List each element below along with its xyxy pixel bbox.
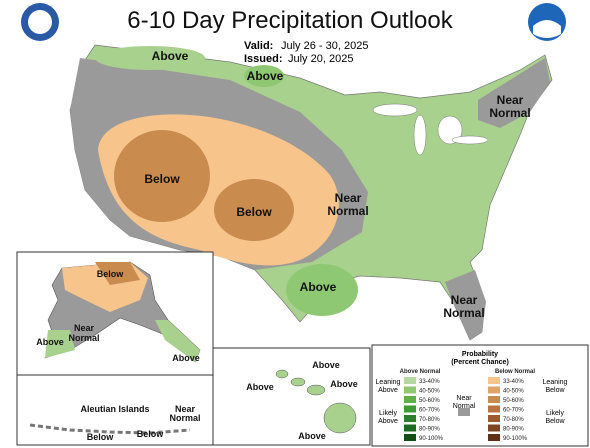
legend-bin: 33-40% bbox=[503, 379, 524, 385]
doc-logo-inner bbox=[28, 10, 52, 34]
region-label: Below bbox=[97, 269, 125, 279]
region-label: Below bbox=[236, 205, 272, 219]
region-label: Near bbox=[451, 293, 478, 307]
below-likely-west bbox=[114, 130, 210, 222]
lake bbox=[437, 115, 463, 145]
legend-bin: 60-70% bbox=[503, 408, 524, 414]
above-northwest bbox=[95, 46, 205, 70]
legend-bin: 70-80% bbox=[503, 417, 524, 423]
region-label: Normal bbox=[68, 333, 99, 343]
legend-bin: 70-80% bbox=[419, 417, 440, 423]
region-label: Normal bbox=[169, 413, 200, 423]
region-label: Above bbox=[298, 431, 326, 441]
legend-swatch bbox=[488, 396, 500, 403]
legend-bin: 80-90% bbox=[503, 427, 524, 433]
region-label: Below bbox=[137, 429, 165, 439]
region-label: Above bbox=[312, 360, 340, 370]
valid-label: Valid: bbox=[244, 40, 273, 52]
lake bbox=[451, 135, 489, 145]
valid-dates: July 26 - 30, 2025 bbox=[281, 40, 368, 52]
region-label: Near bbox=[497, 93, 524, 107]
legend-swatch bbox=[404, 396, 416, 403]
legend-bin: 40-50% bbox=[419, 389, 440, 395]
legend-swatch bbox=[488, 377, 500, 384]
alaska-above-sw bbox=[45, 330, 75, 358]
region-label: Normal bbox=[327, 204, 368, 218]
legend-side: Leaning bbox=[376, 379, 401, 386]
legend-swatch bbox=[488, 405, 500, 413]
legend-title: Probability bbox=[462, 351, 498, 358]
legend: Probability(Percent Chance) Above Normal B… bbox=[371, 344, 589, 447]
legend-swatch bbox=[404, 434, 416, 441]
region-label: Below bbox=[87, 432, 115, 442]
island bbox=[290, 377, 306, 387]
alaska-above-se bbox=[155, 320, 200, 362]
legend-swatch bbox=[404, 415, 416, 422]
legend-bin: 80-90% bbox=[419, 427, 440, 433]
legend-bin: 33-40% bbox=[419, 379, 440, 385]
issued-label: Issued: bbox=[244, 53, 283, 65]
legend-swatch bbox=[488, 434, 500, 441]
region-label: Below bbox=[144, 172, 180, 186]
aleutian-title: Aleutian Islands bbox=[80, 404, 149, 414]
legend-head: Above Normal bbox=[400, 369, 441, 375]
legend-side: Leaning bbox=[543, 379, 568, 386]
region-label: Above bbox=[152, 49, 189, 63]
island bbox=[323, 402, 357, 434]
region-label: Above bbox=[36, 337, 64, 347]
region-label: Above bbox=[247, 69, 284, 83]
region-label: Near bbox=[335, 191, 362, 205]
legend-bin: 50-60% bbox=[419, 398, 440, 404]
region-label: Above bbox=[246, 382, 274, 392]
noaa-logo-wave bbox=[533, 20, 561, 38]
legend-swatch bbox=[458, 408, 470, 416]
legend-swatch bbox=[404, 405, 416, 413]
legend-head: Below Normal bbox=[495, 369, 535, 375]
legend-swatch bbox=[404, 386, 416, 394]
region-label: Normal bbox=[489, 106, 530, 120]
lake bbox=[372, 103, 418, 117]
legend-bin: 90-100% bbox=[503, 436, 528, 442]
legend-side: Above bbox=[378, 418, 398, 425]
legend-swatch bbox=[488, 415, 500, 422]
aleutian-box bbox=[16, 374, 214, 446]
below-likely-central bbox=[214, 179, 294, 241]
region-label: Above bbox=[172, 353, 200, 363]
legend-swatch bbox=[404, 377, 416, 384]
legend-bin: 90-100% bbox=[419, 436, 444, 442]
island bbox=[275, 369, 289, 379]
legend-subtitle: (Percent Chance) bbox=[451, 359, 509, 366]
conus bbox=[69, 44, 553, 341]
legend-side: Near bbox=[456, 395, 472, 402]
region-label: Above bbox=[330, 379, 358, 389]
legend-side: Above bbox=[378, 387, 398, 394]
aleutian-islands bbox=[29, 423, 191, 435]
title: 6-10 Day Precipitation Outlook bbox=[127, 7, 454, 34]
legend-side: Likely bbox=[379, 410, 397, 417]
legend-swatch bbox=[488, 386, 500, 394]
near-normal-florida bbox=[445, 270, 486, 340]
region-label: Above bbox=[300, 280, 337, 294]
legend-bin: 50-60% bbox=[503, 398, 524, 404]
region-label: Near bbox=[175, 404, 196, 414]
near-normal-northeast bbox=[478, 58, 550, 128]
legend-bin: 40-50% bbox=[503, 389, 524, 395]
issued-date: July 20, 2025 bbox=[288, 53, 353, 65]
above-gulf bbox=[286, 264, 358, 316]
lake bbox=[413, 114, 427, 156]
legend-side: Normal bbox=[453, 403, 476, 410]
region-label: Near bbox=[74, 323, 95, 333]
alaska-below-likely bbox=[95, 262, 140, 285]
legend-side: Below bbox=[545, 418, 565, 425]
island bbox=[306, 384, 326, 396]
above-north bbox=[244, 65, 284, 87]
legend-bin: 60-70% bbox=[419, 408, 440, 414]
legend-side: Below bbox=[545, 387, 565, 394]
legend-swatch bbox=[488, 424, 500, 432]
region-label: Normal bbox=[443, 306, 484, 320]
legend-swatch bbox=[404, 424, 416, 432]
legend-side: Likely bbox=[546, 410, 564, 417]
